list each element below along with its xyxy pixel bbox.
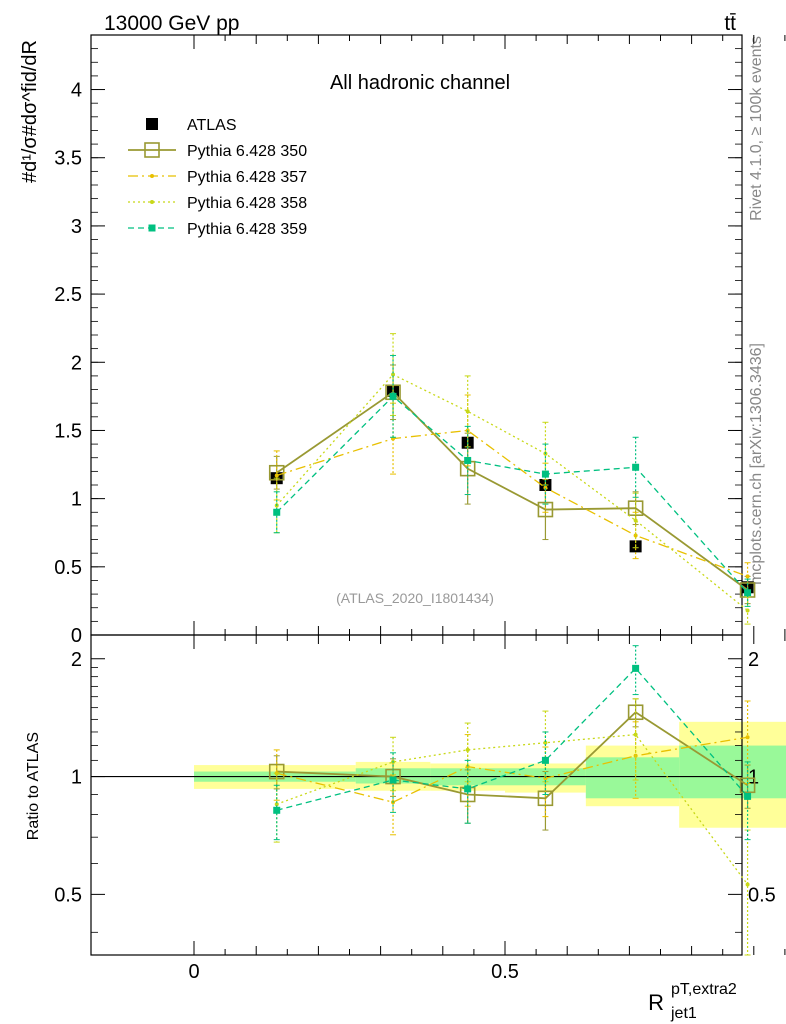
- legend-label: Pythia 6.428 359: [187, 221, 307, 238]
- main-point: [541, 470, 549, 478]
- mcplots-label: mcplots.cern.ch [arXiv:1306.3436]: [748, 343, 765, 585]
- ratio-point: [464, 785, 472, 793]
- main-series-0: [270, 384, 754, 594]
- ratio-y-tick-label: 0.5: [54, 884, 82, 906]
- ratio-y-tick-label: 2: [71, 649, 82, 671]
- green-band: [679, 745, 786, 799]
- main-point: [464, 456, 472, 464]
- ratio-point: [389, 776, 397, 784]
- ratio-series-line: [276, 736, 748, 803]
- main-point: [389, 392, 397, 400]
- ratio-series-2: [273, 698, 751, 956]
- main-series-1: [268, 364, 756, 605]
- legend-label: ATLAS: [187, 117, 237, 134]
- main-y-tick-label: 3.5: [54, 148, 82, 170]
- x-tick-label: 0.5: [491, 961, 519, 983]
- main-point: [744, 589, 752, 597]
- legend-marker: [148, 224, 156, 232]
- main-series-line: [276, 395, 749, 594]
- legend-label: Pythia 6.428 350: [187, 143, 307, 160]
- ratio-point: [633, 732, 638, 737]
- main-y-tick-label: 2.5: [54, 284, 82, 306]
- main-point: [391, 372, 396, 377]
- ratio-point: [274, 802, 279, 807]
- ratio-point: [465, 747, 470, 752]
- ratio-y-axis-title: Ratio to ATLAS: [25, 732, 42, 840]
- legend: ATLAS Pythia 6.428 350 Pythia 6.428 357 Pyt…: [128, 117, 307, 238]
- main-point: [745, 574, 750, 579]
- main-point: [745, 608, 750, 613]
- rivet-label: Rivet 4.1.0, ≥ 100k events: [748, 36, 765, 221]
- ratio-point: [543, 740, 548, 745]
- ratio-point: [632, 664, 640, 672]
- ratio-point: [543, 776, 548, 781]
- x-tick-label: 0: [188, 961, 199, 983]
- main-point: [543, 485, 548, 490]
- main-y-tick-label: 4: [71, 80, 82, 102]
- legend-marker: [150, 174, 154, 178]
- main-series-4: [273, 354, 752, 607]
- ratio-point: [273, 806, 281, 814]
- legend-entry: Pythia 6.428 350: [128, 142, 307, 160]
- process-label: tt̄: [724, 12, 736, 35]
- ratio-series-line: [276, 711, 749, 800]
- green-band: [585, 757, 680, 799]
- ratio-point: [745, 882, 750, 887]
- ratio-point: [744, 792, 752, 800]
- legend-entry: ATLAS: [146, 117, 237, 134]
- main-point: [274, 473, 279, 478]
- ratio-point: [745, 735, 750, 740]
- main-series-line: [276, 391, 749, 591]
- main-y-tick-label: 3: [71, 216, 82, 238]
- main-point: [537, 501, 554, 518]
- ratio-point: [465, 764, 470, 769]
- x-axis-title-sup: pT,extra2: [671, 981, 737, 998]
- main-y-axis-title: #d¹/σ#dσ^fid/dR: [19, 40, 41, 183]
- legend-entry: Pythia 6.428 357: [128, 169, 307, 186]
- main-point: [273, 508, 281, 516]
- ratio-series-group: [268, 645, 756, 956]
- legend-entry: Pythia 6.428 358: [128, 195, 307, 212]
- ratio-y-tick-label-right: 2: [748, 649, 759, 671]
- main-point: [633, 533, 638, 538]
- ratio-y-tick-label-right: 0.5: [748, 884, 776, 906]
- legend-label: Pythia 6.428 357: [187, 169, 307, 186]
- main-series-3: [273, 333, 751, 625]
- main-series-group: [268, 333, 756, 625]
- main-y-tick-label: 0.5: [54, 557, 82, 579]
- legend-label: Pythia 6.428 358: [187, 195, 307, 212]
- channel-title: All hadronic channel: [330, 72, 510, 94]
- ratio-frame: [90, 634, 743, 956]
- main-y-tick-label: 1.5: [54, 420, 82, 442]
- main-point: [633, 518, 638, 523]
- main-point: [632, 463, 640, 471]
- energy-label: 13000 GeV pp: [104, 12, 239, 35]
- legend-marker: [144, 142, 160, 158]
- main-series-line: [276, 429, 748, 577]
- x-axis-title-sub: jet1: [670, 1005, 697, 1022]
- x-axis-title-main: R: [648, 990, 664, 1015]
- main-panel: 0 0.5 1 1.5 2 2.5 3 3.5 4: [54, 34, 786, 647]
- x-axis-title: R: [648, 990, 664, 1015]
- ratio-point: [541, 756, 549, 764]
- main-y-tick-label: 2: [71, 352, 82, 374]
- ratio-series-3: [273, 645, 752, 841]
- main-y-tick-label: 1: [71, 489, 82, 511]
- main-point: [465, 409, 470, 414]
- legend-entry: Pythia 6.428 359: [128, 221, 307, 238]
- ratio-y-tick-label: 1: [71, 767, 82, 789]
- main-series-line: [276, 373, 748, 611]
- main-series-2: [273, 394, 751, 591]
- main-y-tick-label: 0: [71, 625, 82, 647]
- legend-marker: [150, 200, 154, 204]
- analysis-label: (ATLAS_2020_I1801434): [336, 590, 494, 606]
- legend-marker: [146, 118, 158, 130]
- ratio-series-line: [276, 667, 749, 811]
